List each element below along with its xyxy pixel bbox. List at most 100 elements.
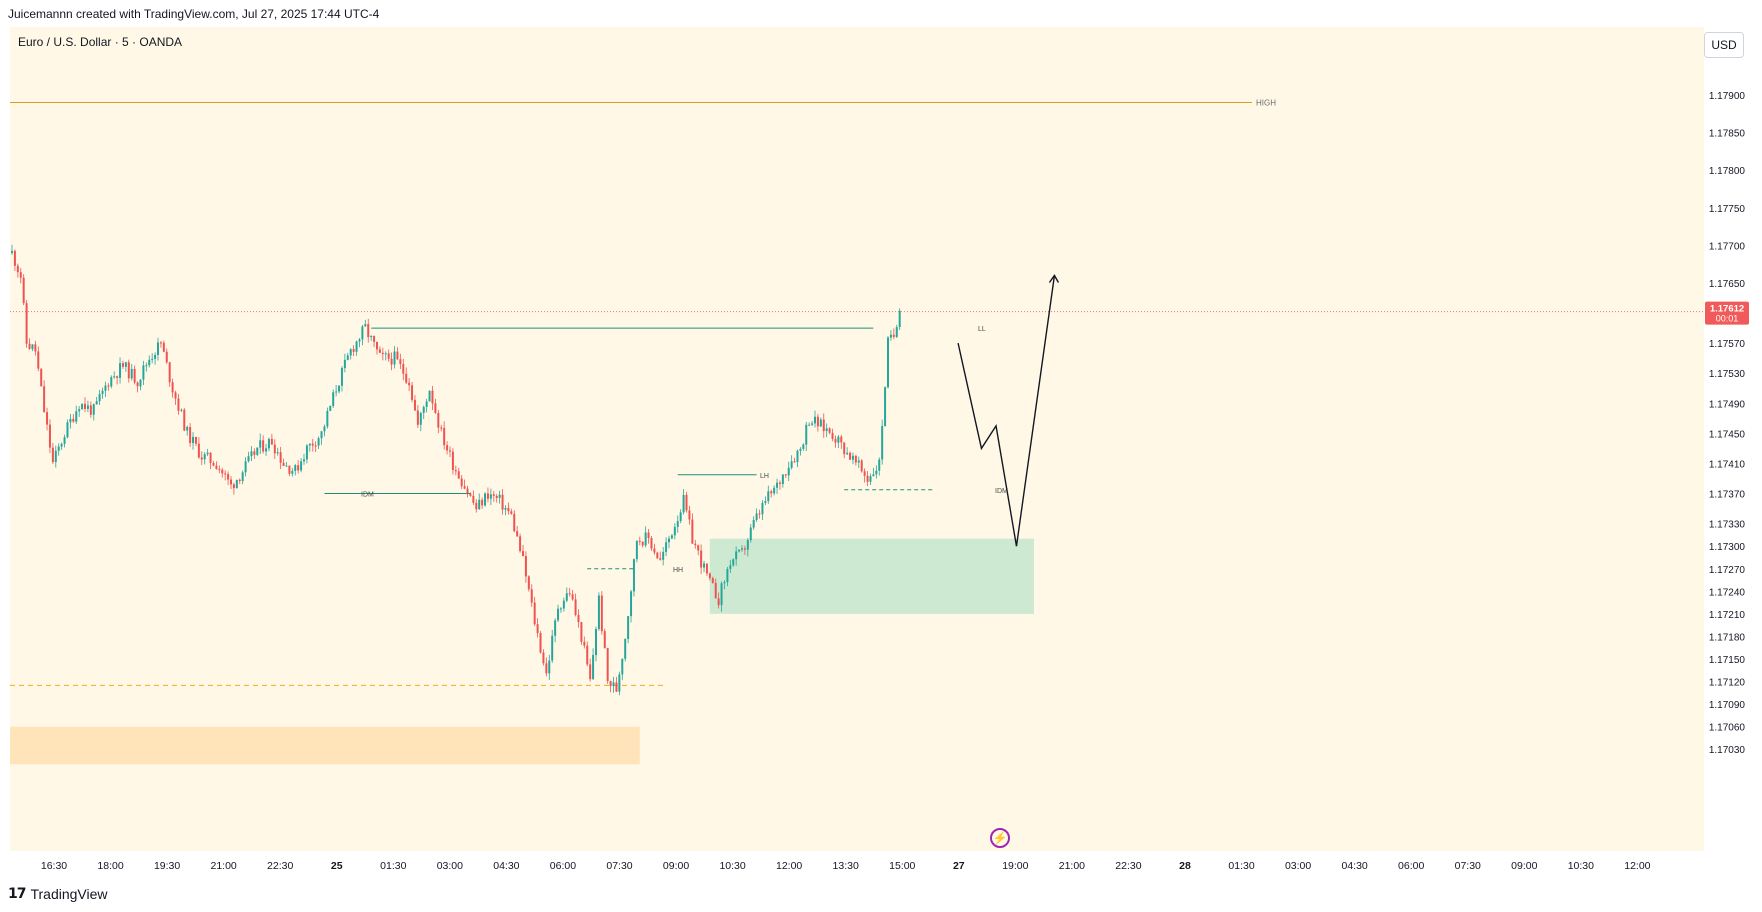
candle-body	[776, 482, 779, 488]
candle	[262, 435, 265, 454]
candle	[758, 509, 761, 519]
candle-body	[577, 614, 580, 623]
candle	[700, 544, 703, 574]
candle	[405, 367, 408, 385]
candle-body	[624, 638, 627, 659]
candle-body	[595, 628, 597, 655]
candle-body	[811, 423, 814, 425]
candle-body	[194, 436, 197, 444]
candle	[358, 337, 361, 348]
tradingview-footer[interactable]: 17 TradingView	[8, 886, 108, 902]
candle-body	[498, 494, 501, 498]
candle-body	[548, 660, 551, 674]
candle	[428, 390, 431, 402]
candle-body	[101, 390, 104, 395]
candle-body	[107, 385, 110, 387]
candle	[224, 470, 227, 481]
candle-body	[831, 432, 834, 439]
candle	[34, 340, 37, 356]
candle	[831, 428, 834, 442]
lightning-icon[interactable]: ⚡	[990, 828, 1010, 848]
candle	[516, 525, 519, 538]
candle-body	[422, 406, 425, 413]
candle-body	[408, 382, 411, 386]
time-tick-label: 19:30	[154, 860, 180, 872]
currency-button[interactable]: USD	[1704, 32, 1744, 58]
candle-body	[300, 461, 303, 471]
candle-body	[717, 598, 720, 606]
candle-body	[851, 455, 854, 460]
time-tick-label: 10:30	[719, 860, 745, 872]
candle	[241, 470, 244, 485]
candle-body	[489, 494, 492, 499]
candle	[735, 546, 738, 566]
candle-body	[557, 608, 560, 621]
candle-body	[860, 460, 863, 472]
candle-body	[770, 491, 773, 494]
candle-body	[40, 368, 43, 387]
candle	[303, 453, 305, 465]
symbol-title[interactable]: Euro / U.S. Dollar · 5 · OANDA	[18, 35, 183, 49]
candle-body	[840, 436, 843, 443]
candle	[749, 523, 752, 543]
candle-body	[542, 652, 545, 664]
time-tick-label: 22:30	[1115, 860, 1141, 872]
candle	[571, 590, 574, 601]
candle	[635, 540, 638, 563]
candle	[670, 533, 673, 540]
candle	[694, 539, 697, 549]
candle	[691, 513, 694, 544]
candle	[793, 457, 796, 463]
candle-body	[551, 635, 554, 661]
candle	[355, 340, 358, 356]
candle-body	[443, 427, 446, 446]
candle	[416, 405, 419, 428]
time-tick-label: 01:30	[380, 860, 406, 872]
candle-body	[793, 461, 796, 463]
candle	[632, 558, 635, 597]
candle	[203, 452, 206, 465]
candle-body	[206, 452, 209, 455]
candle	[431, 386, 434, 410]
candle-body	[630, 591, 633, 617]
candle-body	[889, 334, 892, 338]
candle	[878, 457, 881, 476]
candle-body	[78, 409, 81, 412]
candle-body	[250, 451, 253, 457]
price-tick-label: 1.17700	[1709, 241, 1746, 252]
candle	[159, 341, 162, 348]
candle-body	[186, 427, 189, 431]
candle	[180, 408, 183, 412]
candle	[478, 493, 481, 510]
candle-body	[539, 633, 542, 653]
candle-body	[466, 488, 469, 494]
candle-body	[253, 451, 256, 455]
candle-body	[562, 600, 565, 609]
candle-body	[837, 436, 840, 443]
candle	[335, 384, 338, 397]
candle-body	[749, 527, 752, 541]
candle	[101, 387, 104, 399]
candle	[849, 451, 852, 460]
attribution-text: Juicemannn created with TradingView.com,…	[8, 7, 380, 21]
candle-body	[662, 551, 665, 560]
candle	[194, 436, 197, 447]
candle	[119, 357, 122, 384]
candle	[834, 435, 837, 448]
time-tick-label: 06:00	[550, 860, 576, 872]
candle	[557, 604, 560, 623]
candle-body	[419, 412, 422, 425]
candle-body	[95, 401, 98, 405]
time-tick-label: 07:30	[606, 860, 632, 872]
candle-body	[641, 541, 644, 546]
candle-body	[612, 682, 615, 687]
candle-body	[224, 473, 227, 475]
candle-body	[805, 424, 808, 445]
candle	[776, 478, 779, 494]
candle	[542, 649, 545, 666]
candle	[507, 502, 510, 515]
time-tick-label: 28	[1179, 860, 1191, 872]
candle-body	[218, 468, 221, 470]
candle	[811, 420, 814, 427]
